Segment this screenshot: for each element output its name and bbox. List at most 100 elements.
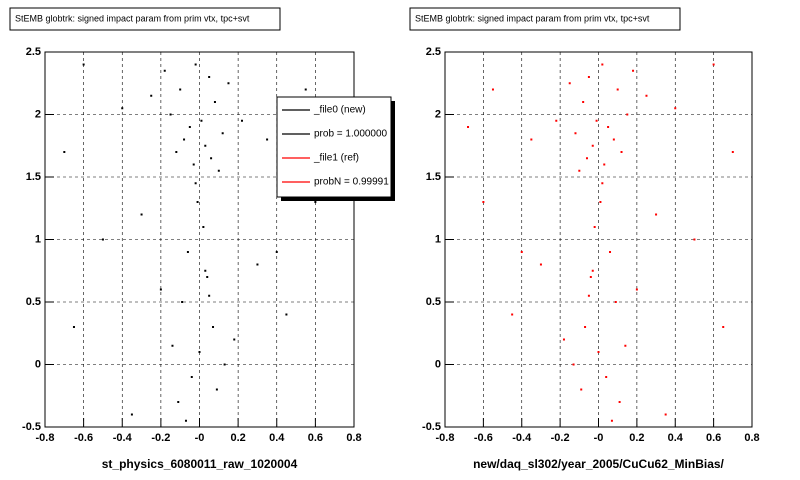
point (206, 276, 209, 278)
x-tick-label: -0.4 (512, 432, 532, 444)
point (210, 157, 213, 160)
legend-label: prob = 1.000000 (314, 129, 388, 140)
legend (276, 96, 392, 198)
x-tick-label: 0.6 (308, 432, 323, 444)
point (664, 413, 667, 416)
point (467, 126, 470, 128)
point (177, 401, 180, 403)
y-tick-label: 2.5 (426, 46, 441, 58)
point (578, 169, 581, 172)
point (183, 138, 186, 141)
point (595, 119, 598, 122)
point (101, 238, 104, 241)
point (72, 326, 75, 328)
point (616, 88, 619, 91)
x-tick-label: -0.2 (551, 432, 570, 444)
point (618, 401, 621, 403)
point (266, 138, 269, 141)
point (204, 269, 207, 272)
point (609, 251, 612, 253)
point (482, 201, 485, 203)
x-tick-label: -0.6 (74, 432, 93, 444)
point (196, 201, 199, 203)
point (188, 126, 191, 128)
y-tick-label: 2 (35, 108, 41, 120)
point (491, 88, 494, 91)
point (200, 119, 203, 122)
point (181, 301, 184, 303)
point (275, 251, 278, 253)
point (223, 363, 226, 366)
y-tick-label: 0.5 (426, 296, 441, 308)
point (620, 151, 623, 153)
point (63, 151, 66, 153)
y-tick-label: 1 (435, 233, 441, 245)
point (140, 213, 143, 216)
point (587, 76, 590, 78)
chart-title: StEMB globtrk: signed impact param from … (15, 13, 250, 23)
point (179, 88, 182, 91)
point (584, 326, 587, 328)
x-tick-label: -0 (195, 432, 205, 444)
x-tick-label: -0.8 (436, 432, 455, 444)
point (574, 132, 577, 135)
point (626, 113, 629, 116)
point (580, 388, 583, 391)
point (511, 313, 514, 316)
x-tick-label: -0.4 (113, 432, 133, 444)
point (610, 419, 613, 422)
point (186, 251, 189, 253)
y-tick-label: 2.5 (26, 46, 41, 58)
point (607, 126, 610, 128)
x-tick-label: 0.6 (706, 432, 721, 444)
point (221, 132, 224, 135)
point (612, 138, 615, 141)
point (208, 294, 211, 297)
y-tick-label: 1.5 (26, 171, 41, 183)
title-box (9, 7, 281, 31)
point (601, 63, 604, 66)
point (121, 107, 124, 110)
point (520, 251, 523, 253)
point (585, 157, 588, 160)
x-axis-label: new/daq_sl302/year_2005/CuCu62_MinBias/ (473, 457, 724, 471)
point (635, 288, 638, 291)
point (194, 182, 197, 185)
point (605, 376, 608, 378)
x-tick-label: 0.4 (269, 432, 285, 444)
axes-frame (444, 51, 753, 428)
point (202, 226, 205, 228)
point (285, 313, 288, 316)
point (190, 376, 193, 378)
point (645, 94, 648, 97)
point (215, 388, 218, 391)
point (562, 338, 565, 341)
point (163, 69, 166, 72)
point (568, 82, 571, 85)
point (233, 338, 236, 341)
point (603, 163, 606, 166)
point (591, 144, 594, 147)
point (82, 63, 85, 66)
point (130, 413, 133, 416)
point (240, 119, 243, 122)
legend-entries: _file0 (new) prob = 1.000000 _file1 (ref) p… (282, 105, 389, 188)
point (731, 151, 734, 153)
point (632, 69, 635, 72)
point (159, 288, 162, 291)
point (655, 213, 658, 216)
point (674, 107, 677, 110)
point (589, 276, 592, 278)
point (304, 88, 307, 91)
point (171, 344, 174, 347)
point (314, 201, 317, 203)
point (597, 351, 600, 353)
point (722, 326, 725, 328)
point (184, 419, 187, 422)
point (217, 169, 220, 172)
point (587, 294, 590, 297)
point (204, 144, 207, 147)
legend-label: probN = 0.99991 (314, 177, 389, 188)
point (227, 82, 230, 85)
